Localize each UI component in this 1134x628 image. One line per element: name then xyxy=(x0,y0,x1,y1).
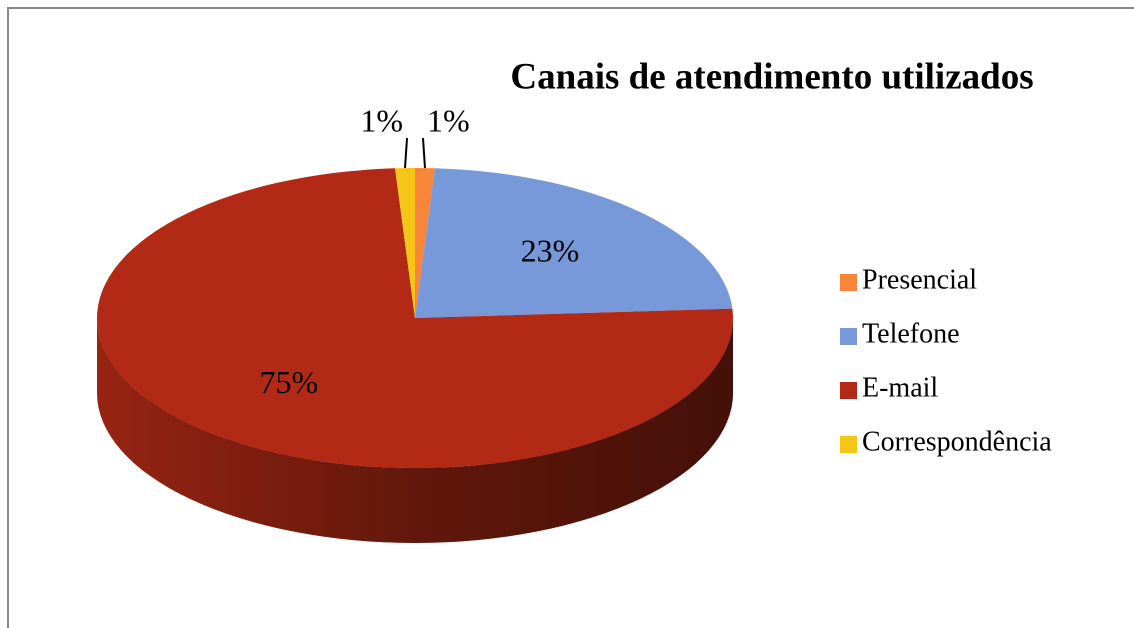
legend-label: Correspondência xyxy=(862,426,1052,457)
data-label: 1% xyxy=(427,102,470,138)
legend-label: Telefone xyxy=(862,318,960,349)
pie-tops xyxy=(97,168,733,468)
leader-line xyxy=(404,138,409,169)
pie-slice xyxy=(415,168,733,318)
pie-slice xyxy=(395,168,415,318)
legend-swatch xyxy=(840,436,857,453)
pie-slice xyxy=(97,168,733,468)
pie-slice xyxy=(415,168,435,318)
leader-line xyxy=(421,138,426,169)
data-label: 75% xyxy=(259,364,318,400)
data-labels: 1% 23% 75% 1% xyxy=(259,102,579,399)
pie-sides xyxy=(97,318,733,543)
legend-swatch xyxy=(840,274,857,291)
legend-label: E-mail xyxy=(862,372,938,403)
data-label: 23% xyxy=(521,233,580,269)
legend-swatch xyxy=(840,382,857,399)
chart-title: Canais de atendimento utilizados xyxy=(510,56,1033,97)
legend: Presencial Telefone E-mail Correspondência xyxy=(840,264,1052,457)
legend-label: Presencial xyxy=(862,264,977,295)
legend-swatch xyxy=(840,328,857,345)
data-label: 1% xyxy=(360,102,403,138)
pie-side-shade xyxy=(97,318,733,543)
